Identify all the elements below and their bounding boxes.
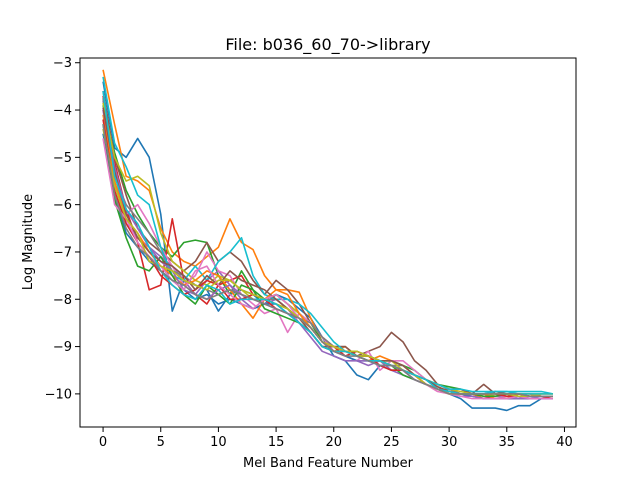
y-tick-label: −5	[53, 151, 72, 166]
x-tick-label: 40	[556, 435, 573, 450]
x-tick-label: 0	[99, 435, 107, 450]
x-tick-label: 20	[325, 435, 342, 450]
x-tick-label: 5	[157, 435, 165, 450]
series-layer	[102, 69, 554, 412]
plot-frame	[79, 57, 577, 428]
x-tick-label: 30	[441, 435, 458, 450]
series-line-20	[102, 124, 553, 398]
y-axis-label: Log Magnitude	[21, 194, 36, 290]
y-axis-ticks: −3 −4 −5 −6 −7 −8 −9 −10	[45, 56, 80, 402]
x-tick-label: 15	[268, 435, 285, 450]
y-tick-label: −7	[53, 245, 72, 260]
x-tick-label: 35	[499, 435, 516, 450]
y-tick-label: −6	[53, 198, 72, 213]
series-line-1	[102, 81, 553, 412]
series-line-3	[102, 105, 553, 398]
x-axis-ticks: 0 5 10 15 20 25 30 35 40	[99, 427, 573, 450]
y-tick-label: −8	[53, 293, 72, 308]
series-line-6	[102, 90, 553, 398]
series-line-10	[102, 76, 554, 395]
x-tick-label: 25	[383, 435, 400, 450]
x-axis-label: Mel Band Feature Number	[243, 456, 414, 471]
chart-title: File: b036_60_70->library	[225, 35, 430, 55]
y-tick-label: −9	[53, 340, 72, 355]
series-line-19	[102, 91, 553, 395]
x-tick-label: 10	[210, 435, 227, 450]
y-tick-label: −3	[53, 56, 72, 71]
y-tick-label: −4	[53, 104, 72, 119]
y-tick-label: −10	[45, 387, 72, 402]
series-line-15	[102, 109, 553, 400]
